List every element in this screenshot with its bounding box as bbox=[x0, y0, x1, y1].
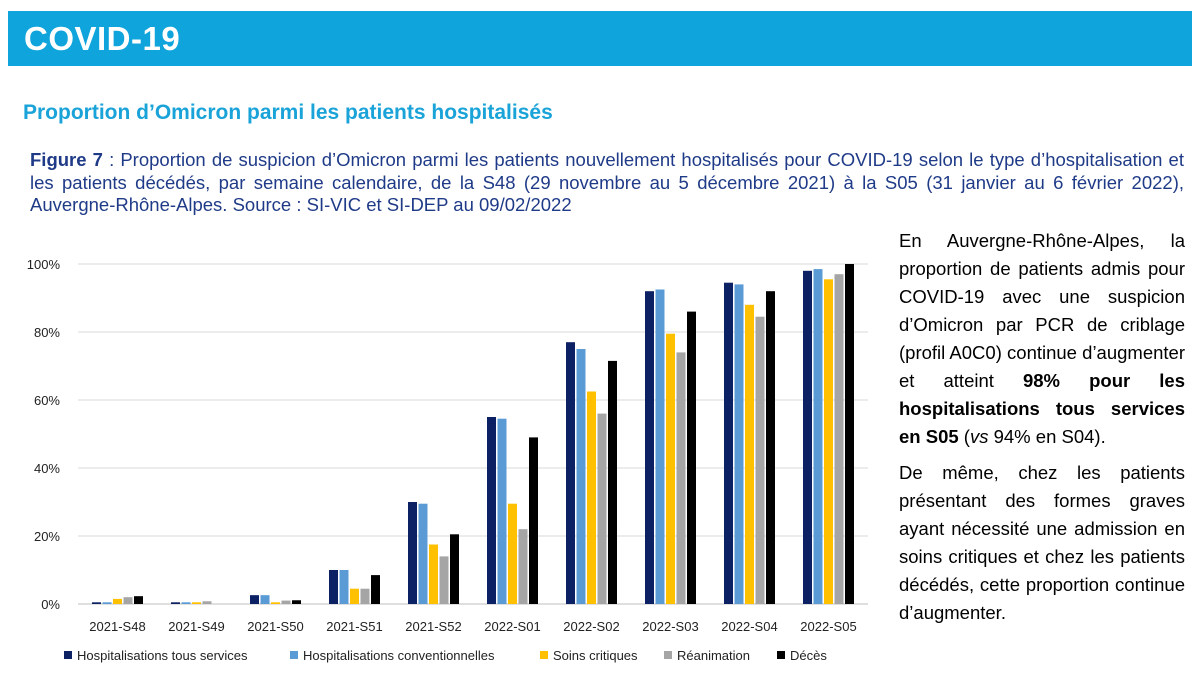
legend-label: Décès bbox=[790, 648, 827, 663]
bar bbox=[339, 570, 349, 604]
bar bbox=[745, 304, 754, 604]
bar bbox=[529, 437, 538, 604]
x-tick-label: 2022-S01 bbox=[484, 619, 540, 634]
bar bbox=[102, 602, 112, 604]
bar bbox=[655, 289, 665, 604]
bar bbox=[123, 597, 133, 604]
bar bbox=[803, 270, 812, 604]
bar bbox=[824, 279, 833, 604]
commentary-text-part: 94% en S04). bbox=[988, 426, 1106, 447]
bar bbox=[766, 291, 775, 604]
figure-caption: Figure 7 : Proportion de suspicion d’Omi… bbox=[30, 149, 1184, 217]
legend-swatch bbox=[664, 651, 672, 659]
commentary-paragraph-1: En Auvergne-Rhône-Alpes, la proportion d… bbox=[899, 227, 1185, 451]
bar bbox=[576, 349, 586, 604]
x-tick-label: 2021-S48 bbox=[89, 619, 145, 634]
bar bbox=[834, 274, 844, 604]
bar bbox=[350, 588, 359, 604]
y-tick-label: 40% bbox=[34, 461, 60, 476]
bar bbox=[202, 601, 212, 604]
bar bbox=[360, 588, 370, 604]
bar bbox=[408, 502, 417, 604]
bar bbox=[271, 602, 280, 604]
bar bbox=[734, 284, 744, 604]
commentary-text-part: ( bbox=[958, 426, 970, 447]
legend-label: Hospitalisations tous services bbox=[77, 648, 248, 663]
bar bbox=[92, 602, 101, 604]
commentary-text-part: En Auvergne-Rhône-Alpes, la proportion d… bbox=[899, 230, 1185, 391]
figure-caption-text: : Proportion de suspicion d’Omicron parm… bbox=[30, 149, 1184, 215]
y-tick-label: 0% bbox=[41, 597, 60, 612]
bar bbox=[597, 413, 607, 604]
legend-label: Soins critiques bbox=[553, 648, 638, 663]
legend-swatch bbox=[64, 651, 72, 659]
bar bbox=[676, 352, 686, 604]
bar bbox=[250, 595, 259, 604]
bar bbox=[508, 503, 517, 604]
x-tick-label: 2022-S05 bbox=[800, 619, 856, 634]
bar bbox=[518, 529, 528, 604]
bar bbox=[845, 264, 854, 604]
x-tick-label: 2021-S51 bbox=[326, 619, 382, 634]
y-tick-label: 100% bbox=[27, 257, 61, 272]
commentary-italic-text: vs bbox=[969, 426, 989, 447]
y-tick-label: 20% bbox=[34, 529, 60, 544]
bar bbox=[181, 602, 191, 604]
commentary-paragraph-2: De même, chez les patients présentant de… bbox=[899, 462, 1185, 623]
bar bbox=[566, 342, 575, 604]
bar bbox=[429, 544, 438, 604]
x-tick-label: 2022-S04 bbox=[721, 619, 777, 634]
bar bbox=[724, 282, 733, 604]
bar bbox=[666, 333, 675, 604]
bar bbox=[587, 391, 596, 604]
banner-title: COVID-19 bbox=[24, 20, 181, 57]
legend-swatch bbox=[777, 651, 785, 659]
x-tick-label: 2021-S49 bbox=[168, 619, 224, 634]
bar bbox=[371, 575, 380, 604]
bar bbox=[192, 602, 201, 604]
bar bbox=[755, 316, 765, 604]
bar bbox=[439, 556, 449, 604]
bar bbox=[113, 598, 122, 604]
bar bbox=[813, 269, 823, 604]
x-tick-label: 2022-S03 bbox=[642, 619, 698, 634]
omicron-bar-chart: 0% 20% 40% 60% 80% 100% 2021-S48 2021-S49 2021-S… bbox=[27, 257, 868, 663]
x-tick-label: 2021-S50 bbox=[247, 619, 303, 634]
bar bbox=[292, 600, 301, 604]
bar bbox=[608, 360, 617, 604]
bar bbox=[645, 291, 654, 604]
legend-swatch bbox=[290, 651, 298, 659]
bar bbox=[134, 596, 143, 604]
commentary-bold-text: 98% pour les hospitalisations tous servi… bbox=[899, 370, 1185, 447]
bar bbox=[687, 311, 696, 604]
legend-label: Hospitalisations conventionnelles bbox=[303, 648, 495, 663]
bar bbox=[171, 602, 180, 604]
bar bbox=[260, 595, 270, 604]
section-title: Proportion d’Omicron parmi les patients … bbox=[23, 101, 553, 124]
bar bbox=[418, 503, 428, 604]
bar bbox=[281, 600, 291, 604]
y-tick-label: 60% bbox=[34, 393, 60, 408]
x-tick-label: 2022-S02 bbox=[563, 619, 619, 634]
bar bbox=[329, 570, 338, 604]
header-banner: COVID-19 bbox=[8, 11, 1192, 66]
y-tick-label: 80% bbox=[34, 325, 60, 340]
bar bbox=[450, 534, 459, 604]
commentary-text: En Auvergne-Rhône-Alpes, la proportion d… bbox=[899, 227, 1185, 635]
bar bbox=[497, 418, 507, 604]
legend-swatch bbox=[540, 651, 548, 659]
legend-label: Réanimation bbox=[677, 648, 750, 663]
figure-label: Figure 7 bbox=[30, 149, 103, 170]
x-tick-label: 2021-S52 bbox=[405, 619, 461, 634]
bar bbox=[487, 417, 496, 604]
